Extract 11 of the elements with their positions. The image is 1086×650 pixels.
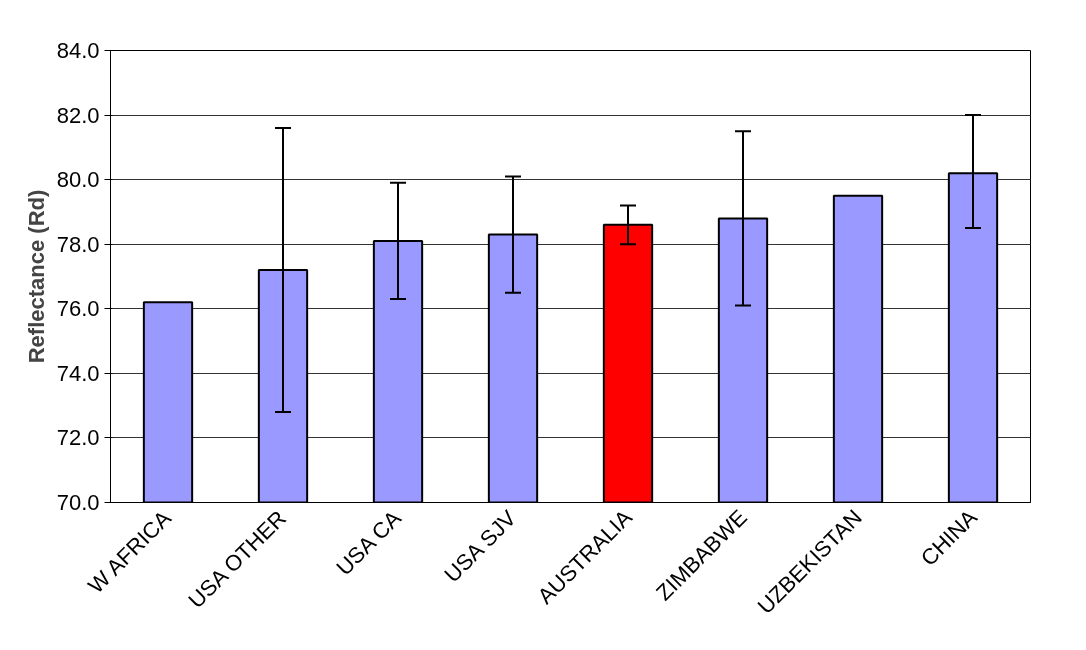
y-tick-label: 80.0: [56, 167, 100, 193]
x-tick-label: USA SJV: [439, 505, 522, 588]
y-tick-label: 72.0: [56, 425, 100, 451]
y-tick-label: 78.0: [56, 231, 100, 257]
y-tick-label: 76.0: [56, 296, 100, 322]
y-tick-label: 84.0: [56, 38, 100, 63]
x-tick-label: USA CA: [331, 505, 407, 581]
y-tick-label: 70.0: [56, 490, 100, 515]
y-axis-title: Reflectance (Rd): [23, 189, 49, 364]
y-tick-label: 74.0: [56, 360, 100, 386]
y-tick-label: 82.0: [56, 102, 100, 128]
